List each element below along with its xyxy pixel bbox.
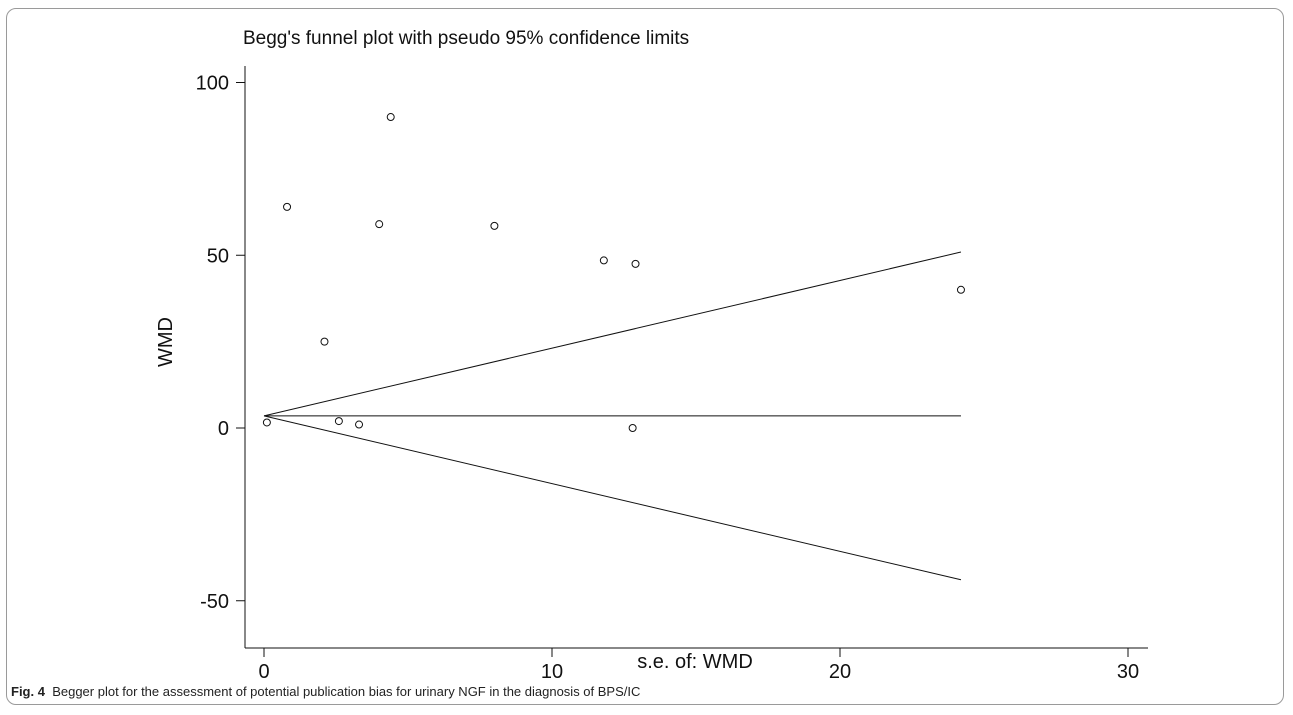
chart-title: Begg's funnel plot with pseudo 95% confi… bbox=[243, 28, 689, 49]
data-point bbox=[283, 202, 292, 211]
x-tick-label: 20 bbox=[829, 661, 851, 680]
y-tick-label: -50 bbox=[200, 591, 229, 613]
y-axis-label: WMD bbox=[155, 317, 177, 367]
data-point bbox=[262, 418, 271, 427]
data-point bbox=[628, 424, 637, 432]
y-tick-label: 0 bbox=[218, 418, 229, 440]
figure-caption-label: Fig. 4 bbox=[11, 684, 45, 699]
data-point bbox=[631, 259, 640, 268]
y-tick-label: 100 bbox=[196, 73, 229, 95]
upper-confidence-limit bbox=[263, 251, 962, 417]
data-point bbox=[956, 285, 965, 294]
x-tick-label: 30 bbox=[1117, 661, 1139, 680]
y-tick-label: 50 bbox=[207, 245, 229, 267]
funnel-plot: Begg's funnel plot with pseudo 95% confi… bbox=[155, 28, 1148, 680]
data-point bbox=[599, 256, 608, 265]
data-point bbox=[490, 221, 499, 230]
figure-caption: Fig. 4 Begger plot for the assessment of… bbox=[11, 684, 640, 699]
lower-confidence-limit bbox=[263, 415, 962, 581]
data-point bbox=[375, 220, 384, 229]
data-point bbox=[386, 113, 395, 122]
axes: -50 0 50 100 0 10 20 30 bbox=[196, 66, 1148, 680]
figure-caption-text: Begger plot for the assessment of potent… bbox=[52, 684, 641, 699]
figure-frame bbox=[6, 8, 1284, 705]
data-point bbox=[355, 420, 364, 429]
x-tick-label: 10 bbox=[541, 661, 563, 680]
data-points bbox=[262, 113, 965, 432]
data-point bbox=[334, 417, 343, 426]
x-axis-label: s.e. of: WMD bbox=[637, 651, 753, 673]
data-point bbox=[320, 337, 329, 346]
x-tick-label: 0 bbox=[258, 661, 269, 680]
funnel-lines bbox=[263, 251, 962, 581]
